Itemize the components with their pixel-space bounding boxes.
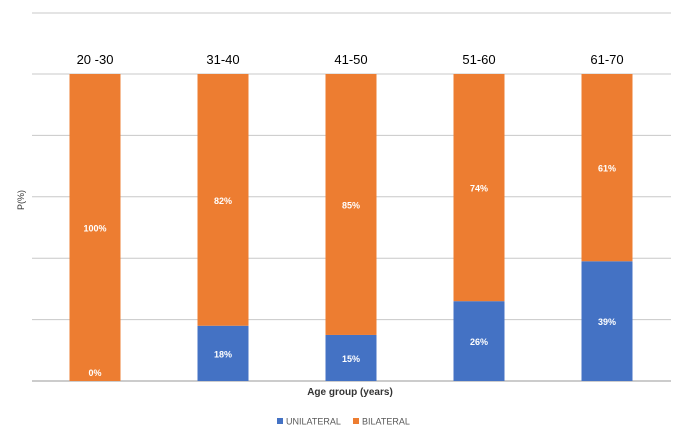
- legend-label-bilateral: BILATERAL: [362, 417, 410, 427]
- category-label-3: 51-60: [462, 52, 495, 67]
- bar-bilateral-4: [581, 74, 633, 262]
- bar-bilateral-3: [453, 74, 505, 302]
- category-label-4: 61-70: [590, 52, 623, 67]
- bar-unilateral-3: [453, 301, 505, 381]
- data-label-unilateral-0: 0%: [88, 368, 101, 378]
- category-label-2: 41-50: [334, 52, 367, 67]
- data-label-bilateral-4: 61%: [598, 164, 616, 174]
- data-label-unilateral-1: 18%: [214, 349, 232, 359]
- data-label-bilateral-1: 82%: [214, 196, 232, 206]
- data-label-bilateral-0: 100%: [83, 224, 106, 234]
- bar-bilateral-2: [325, 74, 377, 335]
- category-label-0: 20 -30: [77, 52, 114, 67]
- x-axis-label: Age group (years): [307, 387, 393, 398]
- legend: UNILATERAL BILATERAL: [277, 417, 410, 427]
- category-labels: 20 -30 31-40 41-50 51-60 61-70: [77, 52, 624, 67]
- legend-swatch-bilateral: [353, 418, 359, 424]
- legend-label-unilateral: UNILATERAL: [286, 417, 341, 427]
- bar-bilateral-1: [197, 74, 249, 326]
- bar-unilateral-1: [197, 325, 249, 381]
- bars: [69, 74, 633, 381]
- data-labels: 0% 100% 18% 82% 15% 85% 26% 74% 39% 61%: [83, 164, 616, 378]
- data-label-bilateral-3: 74%: [470, 184, 488, 194]
- data-label-unilateral-4: 39%: [598, 317, 616, 327]
- bar-unilateral-4: [581, 261, 633, 381]
- data-label-unilateral-2: 15%: [342, 354, 360, 364]
- category-label-1: 31-40: [206, 52, 239, 67]
- y-axis-label: P(%): [16, 190, 26, 210]
- data-label-bilateral-2: 85%: [342, 200, 360, 210]
- bar-bilateral-0: [69, 74, 121, 381]
- legend-swatch-unilateral: [277, 418, 283, 424]
- bar-unilateral-2: [325, 334, 377, 381]
- data-label-unilateral-3: 26%: [470, 337, 488, 347]
